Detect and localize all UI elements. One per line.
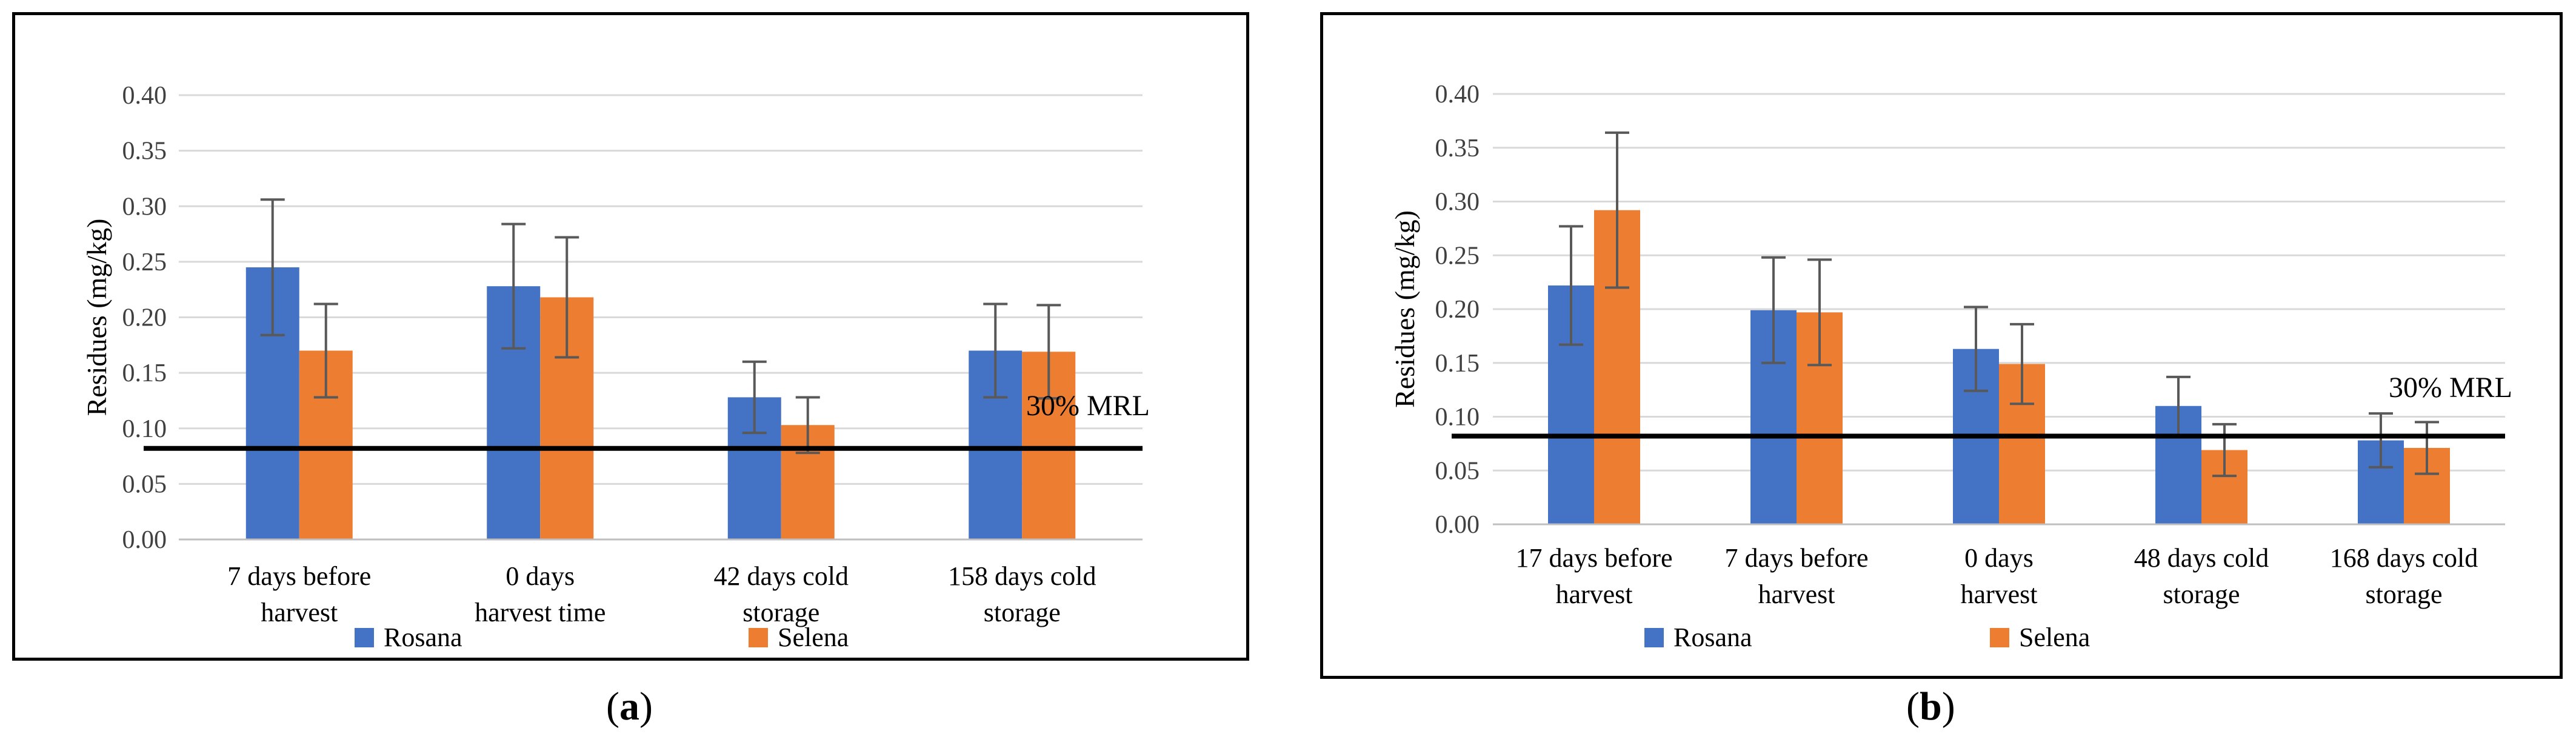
chart-b-category-label-line1: 0 days (1964, 543, 2034, 573)
chart-a-category-label-line2: harvest (261, 598, 338, 627)
chart-a-category-label-line2: storage (742, 598, 819, 627)
chart-b-category-label-line1: 7 days before (1724, 543, 1868, 573)
chart-b-legend-label-rosana: Rosana (1673, 622, 1752, 652)
chart-a-ytick-label: 0.20 (122, 304, 167, 332)
chart-a-category-label-line2: storage (984, 598, 1061, 627)
chart-b-category-label-line2: storage (2163, 579, 2240, 609)
chart-a-mrl-label: 30% MRL (1026, 390, 1150, 422)
chart-a-ytick-label: 0.40 (122, 82, 167, 110)
chart-b-ytick-label: 0.00 (1435, 511, 1480, 539)
chart-panel-b: 0.00 0.05 0.10 0.15 0.20 0.25 0.30 0.35 0.40 Resi… (1320, 12, 2563, 679)
chart-a-legend-label-rosana: Rosana (384, 622, 462, 652)
chart-a-ytick-label: 0.05 (122, 470, 167, 498)
chart-b-category-label-line2: harvest (1758, 579, 1835, 609)
caption-a: (a) (606, 684, 653, 729)
chart-a-category-label-line1: 42 days cold (714, 561, 849, 591)
chart-b-legend-swatch-selena (1990, 628, 2009, 647)
chart-a-legend-label-selena: Selena (778, 622, 849, 652)
chart-b-category-label-line1: 48 days cold (2134, 543, 2269, 573)
chart-panel-a: 0.00 0.05 0.10 0.15 0.20 0.25 0.30 0.35 0.40 Resi… (12, 12, 1249, 661)
chart-b-category-label-line2: harvest (1555, 579, 1632, 609)
chart-a-category-label-line1: 7 days before (227, 561, 371, 591)
chart-b-ytick-label: 0.30 (1435, 189, 1480, 216)
chart-b-ytick-label: 0.35 (1435, 135, 1480, 162)
chart-b-ytick-label: 0.25 (1435, 242, 1480, 270)
chart-b-ytick-label: 0.10 (1435, 404, 1480, 432)
chart-b-ytick-label: 0.40 (1435, 81, 1480, 108)
chart-a-legend-swatch-selena (749, 628, 768, 647)
chart-b-ylabel: Residues (mg/kg) (1389, 210, 1420, 408)
chart-b-svg: 0.00 0.05 0.10 0.15 0.20 0.25 0.30 0.35 0.40 Resi… (1389, 81, 2512, 652)
chart-b-legend-swatch-rosana (1644, 628, 1664, 647)
chart-b-ytick-label: 0.20 (1435, 296, 1480, 324)
chart-b-category-label-line2: harvest (1960, 579, 2037, 609)
chart-b-category-label-line2: storage (2365, 579, 2442, 609)
chart-b-legend-label-selena: Selena (2019, 622, 2090, 652)
chart-b-ytick-label: 0.05 (1435, 457, 1480, 485)
chart-b-mrl-label: 30% MRL (2389, 372, 2512, 404)
chart-a-ylabel: Residues (mg/kg) (81, 219, 112, 416)
chart-a-legend-swatch-rosana (355, 628, 374, 647)
chart-a-ytick-label: 0.15 (122, 359, 167, 387)
chart-a-ytick-label: 0.25 (122, 249, 167, 276)
chart-a-svg: 0.00 0.05 0.10 0.15 0.20 0.25 0.30 0.35 0.40 Resi… (81, 82, 1150, 652)
chart-b-category-label-line1: 17 days before (1515, 543, 1672, 573)
chart-a-category-label-line2: harvest time (475, 598, 606, 627)
caption-b: (b) (1906, 684, 1955, 729)
chart-a-ytick-label: 0.30 (122, 193, 167, 221)
chart-a-ytick-label: 0.00 (122, 526, 167, 554)
chart-a-ytick-label: 0.35 (122, 138, 167, 165)
chart-a-category-label-line1: 158 days cold (948, 561, 1096, 591)
chart-a-ytick-label: 0.10 (122, 415, 167, 443)
chart-b-ytick-label: 0.15 (1435, 350, 1480, 378)
chart-b-category-label-line1: 168 days cold (2330, 543, 2478, 573)
chart-a-category-label-line1: 0 days (506, 561, 575, 591)
